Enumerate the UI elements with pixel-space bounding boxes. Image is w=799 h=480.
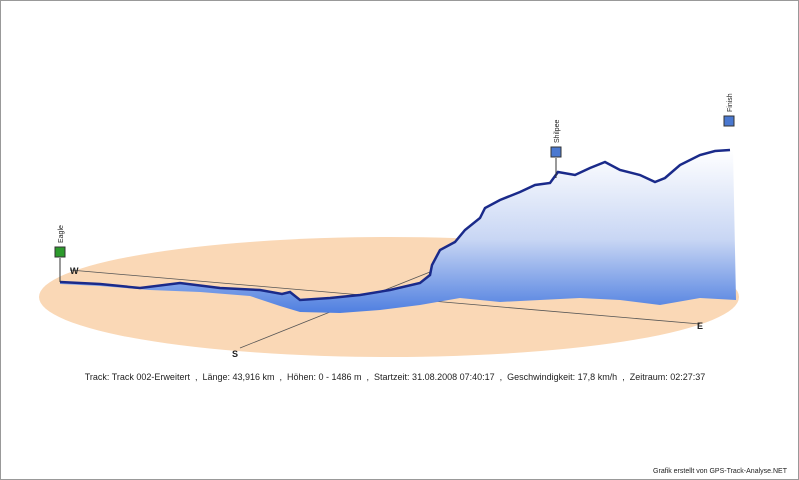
compass-label: E [697, 321, 703, 331]
compass-label: W [70, 266, 79, 276]
waypoint-icon [723, 115, 735, 127]
waypoint-label: Shilpee [554, 120, 561, 143]
waypoint-icon [550, 146, 562, 158]
credit: Grafik erstellt von GPS-Track-Analyse.NE… [653, 468, 788, 475]
track-info: Track: Track 002-Erweitert , Länge: 43,9… [85, 372, 706, 382]
compass-label: S [232, 349, 238, 359]
waypoint-label: Finish [727, 93, 734, 112]
elevation-surface [60, 150, 736, 313]
track-line [59, 148, 731, 302]
waypoint-icon [54, 246, 66, 258]
waypoint-label: Eagle [58, 225, 65, 243]
